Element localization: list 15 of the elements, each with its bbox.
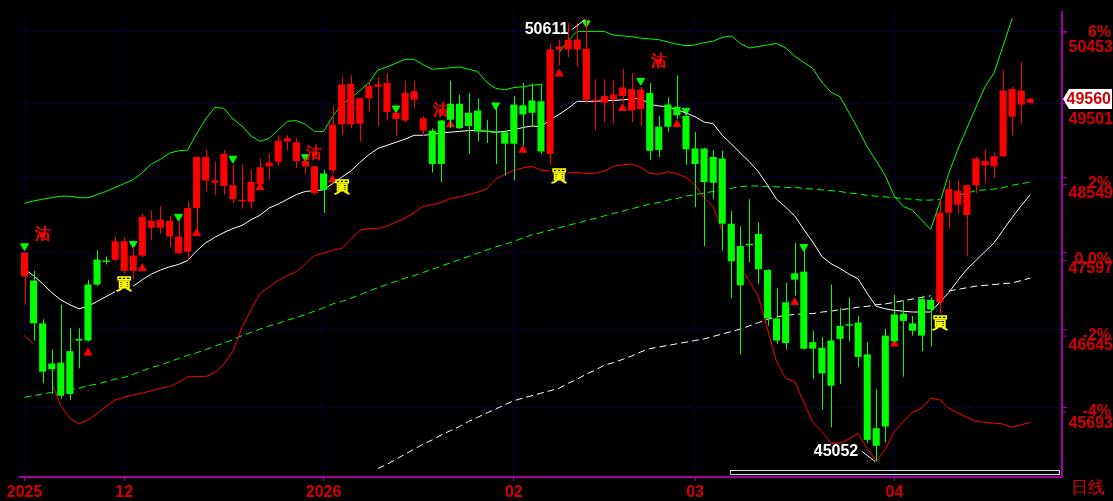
text: 49560 — [1066, 90, 1112, 108]
data-label: 買 — [930, 313, 948, 333]
annotation: 45052 — [813, 442, 859, 460]
y-tick-label: 50453 — [1068, 37, 1113, 55]
annotation: 50611 — [524, 19, 569, 37]
y-tick-label: 49501 — [1068, 109, 1113, 127]
x-axis-title: 日线 — [1070, 477, 1105, 498]
x-tick-label: 02 — [504, 483, 523, 501]
x-tick-label: 03 — [686, 483, 705, 501]
y2-tick-label: 6% — [1087, 22, 1111, 40]
x-tick-label: 12 — [115, 483, 134, 501]
x-tick-label: 04 — [885, 483, 904, 501]
data-label: 買 — [115, 273, 133, 293]
x-tick-label: 2026 — [305, 483, 342, 501]
x-tick-label: 2025 — [6, 483, 43, 501]
